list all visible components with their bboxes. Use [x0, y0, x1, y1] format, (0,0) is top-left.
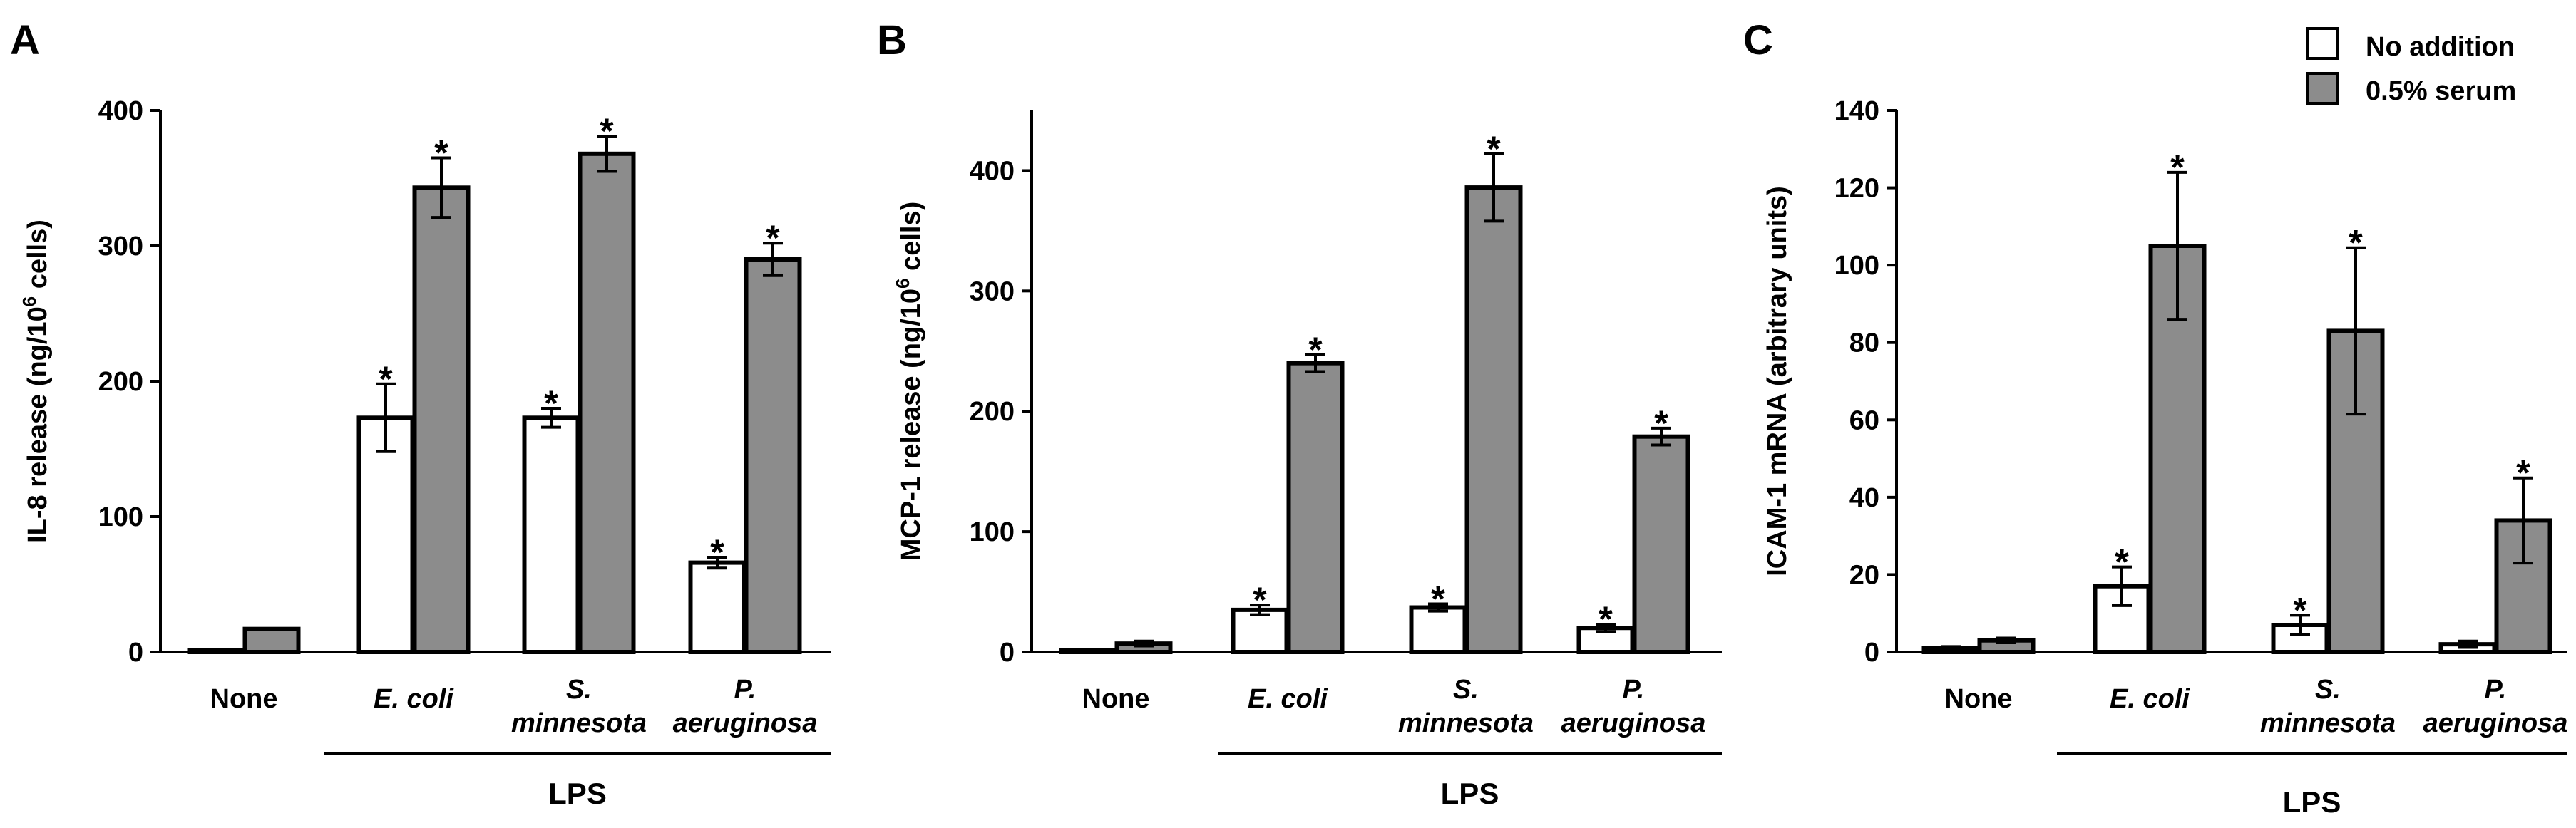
panel-c-category-label: aeruginosa [2423, 708, 2568, 738]
legend-swatch-no-addition [2306, 27, 2339, 60]
panel-c-ytick-label: 0 [1864, 638, 1879, 668]
panel-b-category-label: None [1082, 684, 1150, 714]
panel-b-ytick-label: 400 [970, 156, 1015, 186]
panel-c-ytick-label: 120 [1834, 174, 1879, 204]
panel-b-letter: B [877, 17, 907, 63]
panel-c-lps-label: LPS [2283, 785, 2341, 819]
panel-a-bar-serum [242, 626, 301, 655]
panel-b-category-label: aeruginosa [1561, 708, 1706, 738]
panel-b-significance-star: * [1599, 599, 1613, 639]
panel-c-category-label: None [1945, 684, 2013, 714]
legend-swatch-serum [2306, 72, 2339, 105]
panel-c-letter: C [1743, 17, 1773, 63]
panel-b-significance-star: * [1487, 129, 1501, 169]
panel-b-category-label: S. [1453, 675, 1479, 705]
panel-a-category-label: E. coli [374, 684, 454, 714]
panel-a-lps-label: LPS [548, 777, 607, 810]
panel-b-significance-star: * [1308, 330, 1323, 370]
panel-b-lps-label: LPS [1441, 777, 1499, 810]
panel-c-significance-star: * [2115, 542, 2129, 582]
panel-b-ytick-label: 0 [1000, 638, 1015, 668]
panel-b-bar-serum [1286, 361, 1345, 654]
panel-c-y-label: ICAM-1 mRNA (arbitrary units) [1762, 186, 1792, 576]
panel-c-category-label: E. coli [2110, 684, 2190, 714]
panel-c-category-label: S. [2315, 675, 2341, 705]
panel-a-y-label: IL-8 release (ng/106 cells) [19, 219, 53, 543]
panel-a-bar-serum [412, 185, 471, 654]
panel-b: B 0 100 200 300 400 MCP-1 release (ng/106 cell… [877, 17, 1722, 810]
panel-b-category-label: E. coli [1248, 684, 1328, 714]
legend-label-serum: 0.5% serum [2366, 76, 2516, 106]
panel-b-significance-star: * [1431, 579, 1445, 619]
panel-b-y-label: MCP-1 release (ng/106 cells) [892, 202, 926, 561]
panel-a-bar-no-addition [688, 560, 746, 654]
panel-a-ytick-label: 100 [98, 502, 143, 532]
legend-label-no-addition: No addition [2366, 32, 2515, 62]
panel-c-ytick-label: 80 [1849, 328, 1879, 358]
panel-a: A 0 100 200 300 400 IL-8 release (ng/106 cells… [10, 17, 831, 810]
panel-b-category-label: P. [1622, 675, 1644, 705]
panel-a-bar-serum [578, 151, 636, 655]
panel-a-bar-no-addition [522, 415, 580, 654]
panel-a-ytick-label: 300 [98, 232, 143, 262]
panel-a-bar-no-addition [356, 415, 415, 654]
panel-a-ytick-label: 400 [98, 96, 143, 126]
panel-a-significance-star: * [600, 111, 614, 151]
panel-b-ytick-label: 100 [970, 517, 1015, 547]
panel-a-ytick-label: 0 [128, 638, 143, 668]
panel-c: C 0 20 40 60 80 100 120 140 ICAM-1 mRNA (arbitrar… [1743, 17, 2567, 819]
panel-a-category-label: S. [566, 675, 592, 705]
panel-c-category-label: P. [2484, 675, 2506, 705]
panel-a-category-label: minnesota [511, 708, 647, 738]
panel-c-significance-star: * [2516, 453, 2530, 493]
panel-c-significance-star: * [2293, 590, 2307, 630]
panel-a-significance-star: * [379, 359, 393, 399]
panel-a-significance-star: * [710, 532, 724, 572]
panel-b-bar-serum [1632, 434, 1690, 654]
panel-c-significance-star: * [2349, 223, 2363, 263]
panel-c-ytick-label: 140 [1834, 96, 1879, 126]
panel-b-ytick-label: 200 [970, 397, 1015, 427]
panel-c-category-label: minnesota [2260, 708, 2396, 738]
panel-b-significance-star: * [1654, 403, 1668, 443]
panel-b-ytick-label: 300 [970, 276, 1015, 306]
panel-c-significance-star: * [2170, 148, 2185, 187]
panel-a-ytick-label: 200 [98, 367, 143, 397]
panel-b-category-label: minnesota [1398, 708, 1534, 738]
panel-a-category-label: aeruginosa [673, 708, 818, 738]
panel-a-bar-no-addition [187, 648, 245, 654]
panel-c-ytick-label: 100 [1834, 251, 1879, 281]
panel-a-bar-serum [744, 257, 802, 654]
panel-a-letter: A [10, 17, 40, 63]
panel-a-significance-star: * [434, 133, 448, 173]
panel-a-category-label: P. [734, 675, 756, 705]
legend: No addition 0.5% serum [2306, 27, 2516, 106]
panel-b-bar-serum [1464, 185, 1523, 655]
panel-a-significance-star: * [544, 383, 558, 423]
panel-c-ytick-label: 60 [1849, 405, 1879, 435]
panel-a-significance-star: * [766, 218, 780, 258]
panel-c-ytick-label: 40 [1849, 483, 1879, 513]
panel-c-ytick-label: 20 [1849, 560, 1879, 590]
panel-b-significance-star: * [1253, 580, 1267, 620]
panel-a-category-label: None [210, 684, 278, 714]
panel-b-bar-no-addition [1059, 648, 1117, 654]
